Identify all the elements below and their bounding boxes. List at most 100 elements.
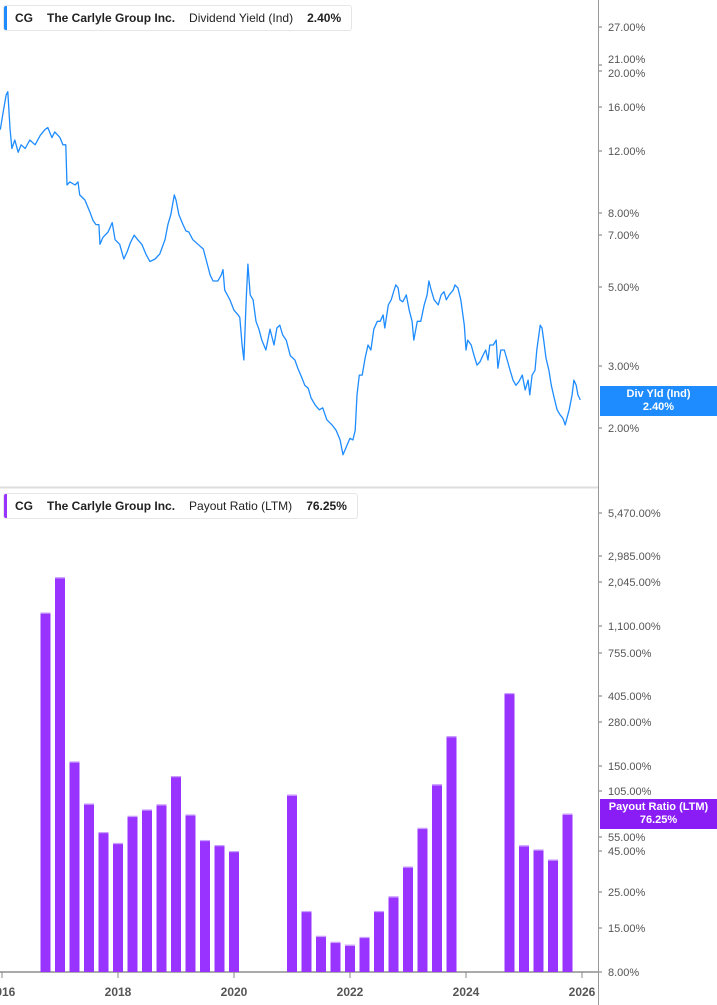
y-tick-label: 8.00% bbox=[608, 208, 639, 220]
payout-bar-top bbox=[301, 910, 312, 913]
payout-bar-top bbox=[432, 784, 442, 786]
payout-bar bbox=[316, 935, 326, 972]
payout-bar bbox=[562, 813, 573, 972]
y-tick-label: 2,045.00% bbox=[608, 577, 661, 589]
payout-bar-top bbox=[519, 845, 529, 847]
y-tick-label: 27.00% bbox=[608, 22, 646, 34]
payout-bars bbox=[40, 577, 573, 972]
payout-bar-top bbox=[55, 577, 65, 579]
payout-bar bbox=[548, 859, 558, 972]
payout-bar-top bbox=[533, 849, 544, 851]
payout-bar-top bbox=[40, 612, 51, 614]
y-tick-label: 1,100.00% bbox=[608, 621, 661, 633]
y-tick-label: 15.00% bbox=[608, 923, 646, 935]
payout-bar bbox=[69, 761, 80, 972]
payout-bar-top bbox=[446, 736, 457, 738]
yield-value-badge: Div Yld (Ind) 2.40% bbox=[600, 386, 717, 416]
payout-bar bbox=[432, 784, 442, 972]
y-tick-label: 16.00% bbox=[608, 102, 646, 114]
payout-bar bbox=[345, 944, 355, 972]
payout-bar bbox=[301, 910, 312, 972]
payout-bar bbox=[403, 866, 413, 972]
payout-bar-top bbox=[229, 851, 239, 853]
y-tick-label: 2.00% bbox=[608, 423, 639, 435]
y-tick-label: 55.00% bbox=[608, 832, 646, 844]
payout-bar-top bbox=[316, 935, 326, 938]
payout-bar bbox=[55, 577, 65, 972]
payout-bar-top bbox=[403, 866, 413, 868]
y-tick-label: 7.00% bbox=[608, 230, 639, 242]
payout-bar-top bbox=[171, 776, 181, 778]
payout-bar bbox=[359, 936, 370, 972]
payout-bar-top bbox=[69, 761, 80, 763]
payout-bar-top bbox=[548, 859, 558, 861]
y-tick-label: 25.00% bbox=[608, 887, 646, 899]
payout-bar-top bbox=[113, 842, 123, 845]
payout-bar bbox=[200, 839, 210, 972]
payout-bar bbox=[98, 832, 109, 972]
payout-bar bbox=[446, 736, 457, 972]
badge-label: Payout Ratio (LTM) bbox=[608, 801, 709, 813]
payout-bar-top bbox=[214, 845, 225, 847]
payout-bar-top bbox=[142, 809, 152, 811]
legend-ticker: CG bbox=[15, 499, 33, 513]
payout-bar-top bbox=[388, 896, 399, 898]
payout-bar bbox=[142, 809, 152, 972]
y-tick-label: 20.00% bbox=[608, 68, 646, 80]
legend-ticker: CG bbox=[15, 11, 33, 25]
legend-color-swatch bbox=[4, 6, 7, 30]
y-tick-label: 5.00% bbox=[608, 282, 639, 294]
payout-bar-top bbox=[504, 692, 515, 695]
payout-bar bbox=[156, 804, 167, 972]
payout-y-axis-ticks: 5,470.00% 2,985.00% 2,045.00% 1,100.00% 755.… bbox=[599, 508, 661, 979]
payout-bar-top bbox=[359, 936, 370, 939]
payout-bar bbox=[504, 692, 515, 972]
y-tick-label: 280.00% bbox=[608, 717, 652, 729]
payout-bar-top bbox=[98, 832, 109, 834]
y-tick-label: 5,470.00% bbox=[608, 508, 661, 520]
payout-bar bbox=[214, 845, 225, 972]
payout-bar-top bbox=[417, 827, 428, 830]
payout-bar bbox=[330, 941, 341, 972]
y-tick-label: 2,985.00% bbox=[608, 551, 661, 563]
legend-company: The Carlyle Group Inc. bbox=[47, 499, 176, 513]
payout-bar bbox=[185, 814, 196, 972]
payout-bar-top bbox=[185, 814, 196, 816]
payout-bar bbox=[84, 803, 94, 972]
badge-label: Div Yld (Ind) bbox=[626, 388, 691, 400]
yield-legend[interactable]: CG The Carlyle Group Inc. Dividend Yield… bbox=[3, 5, 353, 31]
y-tick-label: 21.00% bbox=[608, 54, 646, 66]
payout-bar-top bbox=[562, 813, 573, 815]
payout-value-badge: Payout Ratio (LTM) 76.25% bbox=[600, 799, 717, 829]
badge-value: 2.40% bbox=[642, 401, 675, 413]
payout-bar-top bbox=[330, 941, 341, 944]
x-tick-label: 2024 bbox=[453, 985, 480, 999]
x-tick-label: 2016 bbox=[0, 985, 16, 999]
payout-bar bbox=[127, 815, 138, 972]
y-tick-label: 150.00% bbox=[608, 761, 652, 773]
payout-bar bbox=[533, 849, 544, 972]
legend-metric: Dividend Yield (Ind) bbox=[189, 11, 294, 25]
x-axis-ticks: 2016 2018 2020 2022 2024 2026 bbox=[0, 972, 596, 999]
x-tick-label: 2022 bbox=[337, 985, 364, 999]
y-tick-label: 8.00% bbox=[608, 967, 639, 979]
payout-bar bbox=[417, 827, 428, 972]
payout-bar bbox=[519, 845, 529, 972]
payout-bar bbox=[287, 794, 297, 972]
payout-bar-top bbox=[287, 794, 297, 796]
payout-bar-top bbox=[200, 839, 210, 842]
legend-color-swatch bbox=[4, 494, 7, 518]
y-tick-label: 105.00% bbox=[608, 786, 652, 798]
payout-legend[interactable]: CG The Carlyle Group Inc. Payout Ratio (… bbox=[3, 493, 358, 519]
x-tick-label: 2026 bbox=[569, 985, 596, 999]
x-tick-label: 2018 bbox=[105, 985, 132, 999]
yield-y-axis-ticks: 27.00% 21.00% 20.00% 16.00% 12.00% 8.00% 7.00%… bbox=[599, 22, 646, 435]
payout-bar-top bbox=[127, 815, 138, 818]
payout-bar-top bbox=[374, 910, 384, 913]
badge-value: 76.25% bbox=[639, 814, 678, 826]
payout-bar bbox=[374, 910, 384, 972]
x-tick-label: 2020 bbox=[221, 985, 248, 999]
payout-bar bbox=[113, 842, 123, 972]
legend-value: 76.25% bbox=[306, 499, 347, 513]
